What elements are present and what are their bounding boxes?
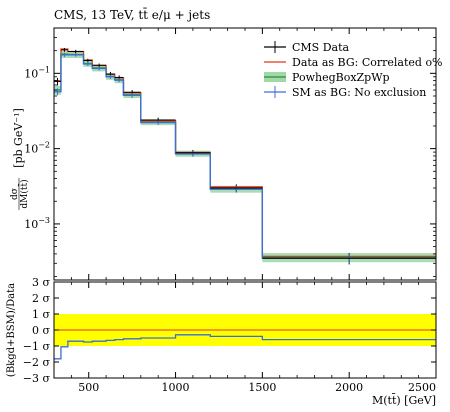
x-tick-label: 500	[78, 381, 99, 394]
x-tick-label: 2000	[335, 381, 363, 394]
main-plot-area: 10−110−210−3	[24, 27, 437, 281]
legend-label: PowhegBoxZpWp	[292, 71, 390, 84]
ratio-y-tick-label: 3 σ	[32, 276, 50, 289]
ratio-y-tick-label: 0 σ	[32, 324, 50, 337]
ratio-plot-area: 3 σ 2 σ 1 σ 0 σ −1 σ −2 σ −3 σ 500 1000 1500 2000…	[23, 276, 437, 394]
y-axis-ticks: 10−110−210−3	[24, 27, 437, 280]
y-axis-fraction-numerator: dσ	[10, 188, 20, 200]
legend: CMS Data Data as BG: Correlated o% PowhegB…	[264, 41, 443, 99]
y-tick-exponent: −3	[38, 216, 50, 225]
x-tick-label: 1500	[248, 381, 276, 394]
legend-label: Data as BG: Correlated o%	[292, 56, 443, 69]
ratio-series-line	[54, 334, 436, 360]
series-group	[54, 48, 436, 259]
x-tick-label: 1000	[162, 381, 190, 394]
legend-label: SM as BG: No exclusion	[292, 86, 426, 99]
y-axis-label: [pb GeV⁻¹] dσ dM(tt̄)	[10, 108, 30, 210]
ratio-y-tick-label: 2 σ	[32, 292, 50, 305]
ratio-series-group	[54, 334, 436, 360]
y-tick-exponent: −1	[38, 65, 50, 74]
series-line-sm-as-bg-no-exclusion	[54, 54, 436, 259]
y-tick-exponent: −2	[38, 141, 50, 150]
ratio-y-tick-label: −1 σ	[23, 340, 51, 353]
x-axis-ticks: 500 1000 1500 2000 2500	[70, 282, 437, 394]
y-axis-unit-label: [pb GeV⁻¹]	[12, 108, 25, 168]
legend-label: CMS Data	[292, 41, 350, 54]
data-points-group	[54, 47, 436, 265]
ratio-y-axis-label: (Bkgd+BSM)/Data	[6, 283, 17, 377]
x-tick-label: 2500	[408, 381, 436, 394]
x-axis-label: M(tt̄) [GeV]	[372, 394, 436, 407]
y-axis-fraction-denominator: dM(tt̄)	[18, 179, 30, 208]
ratio-y-tick-label: −3 σ	[23, 372, 51, 385]
ratio-y-tick-label: −2 σ	[23, 356, 51, 369]
chart-title: CMS, 13 TeV, tt̄ e/μ + jets	[54, 6, 210, 22]
ratio-y-axis-ticks: 3 σ 2 σ 1 σ 0 σ −1 σ −2 σ −3 σ	[23, 276, 436, 385]
ratio-y-tick-label: 1 σ	[32, 308, 50, 321]
